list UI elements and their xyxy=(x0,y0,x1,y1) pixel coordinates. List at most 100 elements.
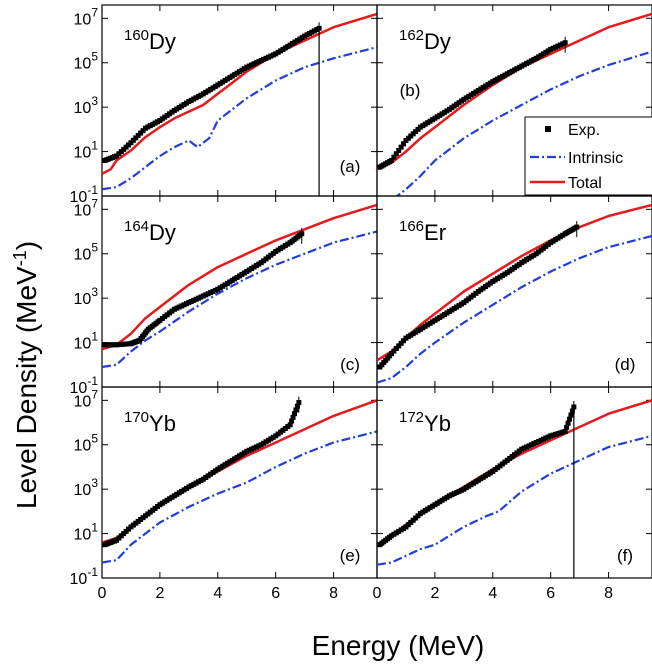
y-tick-exp: -1 xyxy=(87,183,98,197)
nucleus-symbol: Dy xyxy=(424,29,451,54)
panel-plot-area xyxy=(102,12,377,196)
y-tick-label: 107 xyxy=(74,5,99,28)
y-tick-base: 10 xyxy=(74,100,92,117)
nucleus-mass: 164 xyxy=(124,218,149,235)
panel-5: 0 2 4 6 8 172Yb (f) xyxy=(373,386,652,602)
exp-point xyxy=(388,351,394,357)
intrinsic-line xyxy=(395,50,652,196)
y-tick-base: 10 xyxy=(70,571,88,588)
nucleus-label: 164Dy xyxy=(124,218,176,245)
panel-3: 166Er (d) xyxy=(376,195,652,388)
y-tick-label: 101 xyxy=(74,330,99,353)
y-tick-label: 10-1 xyxy=(70,183,99,206)
total-line xyxy=(102,203,377,351)
panel-letter: (e) xyxy=(340,546,361,565)
exp-point xyxy=(391,348,397,354)
exp-point xyxy=(388,157,394,163)
legend: Exp. Intrinsic Total xyxy=(524,116,652,196)
exp-point xyxy=(401,338,407,344)
y-tick-exp: 1 xyxy=(91,139,98,153)
y-tick-base: 10 xyxy=(74,527,92,544)
exp-point xyxy=(294,403,300,409)
x-tick-label: 6 xyxy=(271,585,280,602)
y-axis-label-sup: -1 xyxy=(10,250,30,266)
nucleus-mass: 170 xyxy=(124,409,149,426)
exp-point xyxy=(292,411,297,417)
y-tick-base: 10 xyxy=(74,336,92,353)
y-tick-exp: 3 xyxy=(91,285,98,299)
panel-letter: (b) xyxy=(400,81,421,100)
x-tick-label: 8 xyxy=(604,585,613,602)
y-tick-exp: -1 xyxy=(87,374,98,388)
legend-exp-marker xyxy=(545,126,551,132)
nucleus-mass: 172 xyxy=(399,409,424,426)
exp-point xyxy=(398,340,404,346)
y-tick-base: 10 xyxy=(74,11,92,28)
y-tick-label: 103 xyxy=(74,476,99,499)
exp-point xyxy=(562,428,568,434)
exp-point xyxy=(398,144,404,150)
nucleus-label: 160Dy xyxy=(124,27,176,54)
y-tick-exp: 3 xyxy=(91,476,98,490)
y-axis-label-close: ) xyxy=(11,241,42,250)
y-tick-exp: 5 xyxy=(91,50,98,64)
x-tick-label: 4 xyxy=(213,585,222,602)
exp-point xyxy=(568,412,574,418)
exp-point xyxy=(396,147,402,153)
panel-plot-area xyxy=(102,396,377,564)
y-tick-label: 10-1 xyxy=(70,565,99,588)
y-tick-base: 10 xyxy=(70,380,88,397)
exp-point xyxy=(289,418,295,424)
y-tick-exp: 7 xyxy=(91,196,98,210)
x-tick-label: 0 xyxy=(373,585,382,602)
intrinsic-line xyxy=(377,234,652,384)
exp-point xyxy=(567,416,572,422)
panel-plot-area xyxy=(377,203,652,384)
panel-plot-area xyxy=(377,12,652,196)
exp-point xyxy=(564,424,570,430)
nucleus-label: 170Yb xyxy=(124,409,176,436)
y-tick-exp: 1 xyxy=(91,521,98,535)
y-tick-exp: 7 xyxy=(91,5,98,19)
exp-point xyxy=(401,141,407,147)
exp-point xyxy=(393,151,399,157)
y-tick-label: 105 xyxy=(74,432,99,455)
y-tick-label: 107 xyxy=(74,196,99,219)
exp-point xyxy=(565,420,571,426)
nucleus-mass: 160 xyxy=(124,27,149,44)
y-axis-label-main: Level Density (MeV xyxy=(11,266,42,509)
x-tick-label: 0 xyxy=(98,585,107,602)
nucleus-symbol: Er xyxy=(424,220,446,245)
nucleus-label: 162Dy xyxy=(399,27,451,54)
legend-exp-label: Exp. xyxy=(568,122,600,139)
panel-plot-area xyxy=(102,203,377,369)
x-tick-label: 8 xyxy=(329,585,338,602)
panel-letter: (c) xyxy=(340,355,360,374)
nucleus-label: 172Yb xyxy=(399,409,451,436)
nucleus-symbol: Yb xyxy=(149,411,176,436)
exp-point xyxy=(569,408,575,414)
nucleus-label: 166Er xyxy=(399,218,446,245)
panel-plot-area xyxy=(377,399,652,578)
intrinsic-line xyxy=(102,230,377,369)
panel-frame xyxy=(376,386,652,579)
exp-point xyxy=(290,414,296,420)
y-tick-label: 107 xyxy=(74,387,99,410)
y-tick-base: 10 xyxy=(74,291,92,308)
x-tick-label: 6 xyxy=(546,585,555,602)
y-tick-base: 10 xyxy=(74,482,92,499)
legend-intrinsic-label: Intrinsic xyxy=(568,150,623,167)
nucleus-symbol: Yb xyxy=(424,411,451,436)
y-tick-base: 10 xyxy=(74,202,92,219)
y-tick-exp: 1 xyxy=(91,330,98,344)
exp-point xyxy=(293,407,299,413)
panel-letter: (a) xyxy=(340,157,361,176)
y-tick-base: 10 xyxy=(74,145,92,162)
intrinsic-line xyxy=(102,46,377,191)
x-axis-label: Energy (MeV) xyxy=(312,630,485,661)
y-tick-label: 105 xyxy=(74,50,99,73)
y-tick-base: 10 xyxy=(70,189,88,206)
x-tick-label: 4 xyxy=(488,585,497,602)
